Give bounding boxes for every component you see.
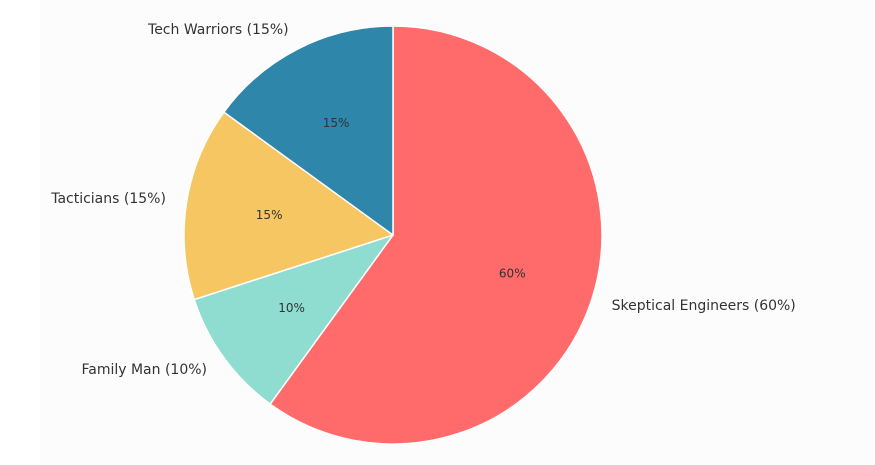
pct-label-tech-warriors: 15% [323,116,350,130]
slice-label-tech-warriors: Tech Warriors (15%) [147,22,289,38]
pct-label-tacticians: 15% [256,208,283,222]
pie-slice-family-man [193,234,394,405]
pie-slice-tech-warriors [223,25,394,236]
pie-slice-skeptical-engineers [269,25,603,445]
slice-label-skeptical-engineers: Skeptical Engineers (60%) [612,298,796,314]
pct-label-skeptical-engineers: 60% [499,266,526,280]
pct-label-family-man: 10% [278,301,305,315]
slice-label-tacticians: Tacticians (15%) [50,191,166,207]
labels-layer: 60% Skeptical Engineers (60%) 10% Family Ma… [50,22,796,378]
pie-slice-tacticians [183,111,394,301]
slices-layer [183,25,603,445]
slice-label-family-man: Family Man (10%) [81,362,207,378]
